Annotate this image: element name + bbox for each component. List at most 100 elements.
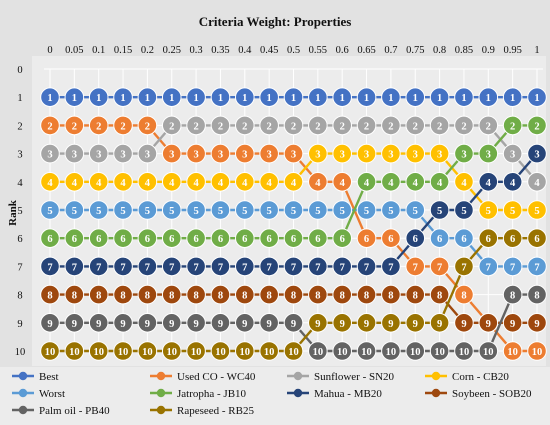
data-label: 6 — [437, 234, 442, 245]
data-point — [405, 256, 426, 277]
y-tick-label: 5 — [17, 206, 22, 217]
legend-label: Worst — [39, 388, 65, 400]
data-label: 4 — [193, 178, 199, 189]
data-label: 8 — [47, 291, 52, 302]
data-label: 8 — [510, 291, 515, 302]
data-label: 2 — [193, 121, 198, 132]
data-label: 1 — [242, 93, 247, 104]
y-tick-label: 3 — [17, 150, 22, 161]
data-point — [235, 256, 255, 277]
data-point — [40, 284, 60, 305]
data-point — [235, 115, 255, 136]
data-point — [332, 87, 353, 107]
legend-marker — [18, 388, 28, 398]
data-point — [429, 87, 450, 107]
data-label: 8 — [169, 291, 174, 302]
data-point — [478, 256, 499, 277]
data-point — [259, 143, 279, 164]
data-point — [502, 115, 523, 136]
data-label: 5 — [340, 206, 345, 217]
data-point — [308, 87, 328, 107]
data-point — [527, 256, 547, 277]
data-label: 2 — [534, 121, 539, 132]
data-point — [308, 313, 328, 333]
data-label: 5 — [267, 206, 272, 217]
data-label: 5 — [388, 206, 393, 217]
data-point — [88, 313, 109, 333]
legend-box — [0, 367, 550, 425]
data-label: 1 — [218, 93, 223, 104]
data-point — [88, 87, 109, 107]
data-label: 9 — [169, 319, 174, 330]
data-label: 3 — [510, 150, 515, 161]
data-point — [235, 228, 255, 248]
data-point — [210, 172, 231, 192]
y-tick-label: 8 — [17, 291, 22, 302]
data-label: 7 — [413, 262, 418, 273]
data-label: 8 — [388, 291, 393, 302]
data-point — [186, 143, 206, 164]
data-label: 3 — [340, 150, 345, 161]
data-point — [381, 172, 401, 192]
data-label: 10 — [313, 347, 324, 358]
data-point — [186, 115, 206, 136]
data-label: 1 — [364, 93, 369, 104]
data-label: 2 — [47, 121, 52, 132]
data-label: 7 — [72, 262, 77, 273]
data-point — [308, 172, 328, 192]
data-point — [527, 87, 547, 107]
data-point — [259, 87, 279, 107]
data-label: 1 — [169, 93, 174, 104]
data-point — [210, 143, 231, 164]
data-point — [186, 284, 206, 305]
x-tick-label: 0.9 — [482, 45, 495, 56]
data-point — [64, 313, 85, 333]
data-label: 9 — [120, 319, 125, 330]
data-point — [405, 115, 426, 136]
data-label: 1 — [510, 93, 515, 104]
data-label: 9 — [291, 319, 296, 330]
data-label: 6 — [461, 234, 466, 245]
data-point — [308, 200, 328, 220]
data-label: 9 — [145, 319, 150, 330]
data-point — [332, 313, 353, 333]
data-label: 7 — [169, 262, 174, 273]
data-point — [527, 228, 547, 248]
data-label: 2 — [145, 121, 150, 132]
data-label: 8 — [96, 291, 101, 302]
data-label: 1 — [534, 93, 539, 104]
data-label: 4 — [96, 178, 102, 189]
data-point — [527, 313, 547, 333]
data-label: 1 — [193, 93, 198, 104]
data-point — [405, 313, 426, 333]
data-point — [502, 313, 523, 333]
data-label: 5 — [72, 206, 77, 217]
data-point — [210, 87, 231, 107]
data-point — [137, 143, 158, 164]
data-point — [478, 143, 499, 164]
data-label: 3 — [461, 150, 466, 161]
data-label: 6 — [218, 234, 223, 245]
data-label: 6 — [169, 234, 174, 245]
x-tick-label: 0.25 — [163, 45, 181, 56]
data-label: 10 — [167, 347, 178, 358]
data-label: 4 — [120, 178, 126, 189]
data-label: 9 — [510, 319, 515, 330]
data-point — [137, 284, 158, 305]
y-tick-label: 1 — [17, 93, 22, 104]
data-point — [405, 172, 426, 192]
data-label: 8 — [72, 291, 77, 302]
data-point — [283, 228, 304, 248]
data-label: 7 — [291, 262, 296, 273]
data-point — [161, 200, 182, 220]
data-point — [259, 115, 279, 136]
x-tick-label: 0.1 — [92, 45, 105, 56]
data-point — [259, 341, 279, 361]
data-label: 6 — [486, 234, 491, 245]
data-point — [113, 284, 133, 305]
data-point — [113, 313, 133, 333]
data-label: 3 — [437, 150, 442, 161]
data-label: 7 — [47, 262, 52, 273]
data-label: 2 — [388, 121, 393, 132]
